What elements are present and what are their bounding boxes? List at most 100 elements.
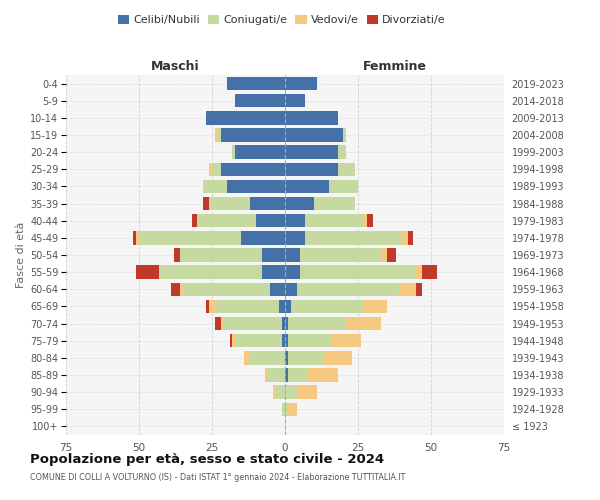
Bar (288, 351, 323, 364)
Bar (285, 180, 329, 193)
Bar (338, 162, 355, 176)
Bar (399, 282, 416, 296)
Bar (323, 351, 352, 364)
Text: Popolazione per età, sesso e stato civile - 2024: Popolazione per età, sesso e stato civil… (30, 452, 384, 466)
Bar (160, 266, 262, 279)
Bar (250, 197, 285, 210)
Bar (191, 214, 197, 228)
Bar (314, 197, 355, 210)
Bar (296, 386, 317, 399)
Bar (364, 214, 367, 228)
Bar (221, 128, 285, 141)
Bar (203, 197, 209, 210)
Bar (288, 368, 308, 382)
Text: Maschi: Maschi (151, 60, 200, 74)
Bar (346, 317, 382, 330)
Bar (232, 334, 235, 347)
Bar (136, 266, 160, 279)
Bar (343, 128, 346, 141)
Bar (387, 248, 396, 262)
Bar (171, 282, 180, 296)
Bar (305, 231, 402, 244)
Bar (288, 317, 346, 330)
Bar (288, 334, 332, 347)
Bar (133, 231, 136, 244)
Text: Femmine: Femmine (362, 60, 427, 74)
Bar (285, 231, 305, 244)
Bar (285, 128, 343, 141)
Bar (285, 197, 314, 210)
Bar (212, 162, 221, 176)
Bar (218, 128, 221, 141)
Bar (209, 300, 215, 313)
Bar (209, 162, 212, 176)
Bar (183, 282, 271, 296)
Bar (256, 214, 285, 228)
Bar (382, 248, 387, 262)
Bar (235, 334, 282, 347)
Bar (285, 282, 296, 296)
Bar (285, 402, 288, 416)
Bar (203, 180, 227, 193)
Bar (180, 282, 183, 296)
Bar (407, 231, 413, 244)
Bar (367, 214, 373, 228)
Bar (241, 231, 285, 244)
Bar (197, 214, 256, 228)
Bar (250, 351, 285, 364)
Bar (282, 317, 285, 330)
Bar (282, 334, 285, 347)
Bar (262, 248, 285, 262)
Bar (285, 162, 338, 176)
Bar (285, 300, 291, 313)
Bar (332, 334, 361, 347)
Y-axis label: Fasce di età: Fasce di età (16, 222, 26, 288)
Bar (291, 300, 364, 313)
Bar (136, 231, 139, 244)
Legend: Celibi/Nubili, Coniugati/e, Vedovi/e, Divorziati/e: Celibi/Nubili, Coniugati/e, Vedovi/e, Di… (114, 10, 450, 30)
Bar (235, 146, 285, 159)
Bar (402, 231, 407, 244)
Bar (422, 266, 437, 279)
Bar (235, 94, 285, 108)
Bar (224, 317, 282, 330)
Bar (276, 386, 285, 399)
Bar (329, 180, 358, 193)
Bar (364, 300, 387, 313)
Bar (285, 334, 288, 347)
Bar (262, 266, 285, 279)
Bar (244, 351, 250, 364)
Bar (221, 317, 224, 330)
Bar (338, 146, 346, 159)
Bar (209, 197, 250, 210)
Bar (285, 386, 296, 399)
Bar (230, 334, 232, 347)
Bar (285, 266, 299, 279)
Bar (308, 368, 338, 382)
Bar (285, 248, 299, 262)
Bar (139, 231, 241, 244)
Bar (271, 282, 285, 296)
Bar (285, 317, 288, 330)
Bar (285, 146, 338, 159)
Bar (299, 248, 382, 262)
Bar (416, 282, 422, 296)
Bar (285, 111, 338, 124)
Bar (282, 402, 285, 416)
Bar (305, 214, 364, 228)
Bar (215, 317, 221, 330)
Bar (265, 368, 268, 382)
Bar (232, 146, 235, 159)
Bar (174, 248, 180, 262)
Bar (268, 368, 285, 382)
Bar (215, 300, 279, 313)
Bar (279, 300, 285, 313)
Text: COMUNE DI COLLI A VOLTURNO (IS) - Dati ISTAT 1° gennaio 2024 - Elaborazione TUTT: COMUNE DI COLLI A VOLTURNO (IS) - Dati I… (30, 472, 406, 482)
Bar (215, 128, 218, 141)
Bar (206, 300, 209, 313)
Bar (285, 351, 288, 364)
Bar (206, 111, 285, 124)
Bar (274, 386, 276, 399)
Bar (296, 282, 399, 296)
Bar (285, 77, 317, 90)
